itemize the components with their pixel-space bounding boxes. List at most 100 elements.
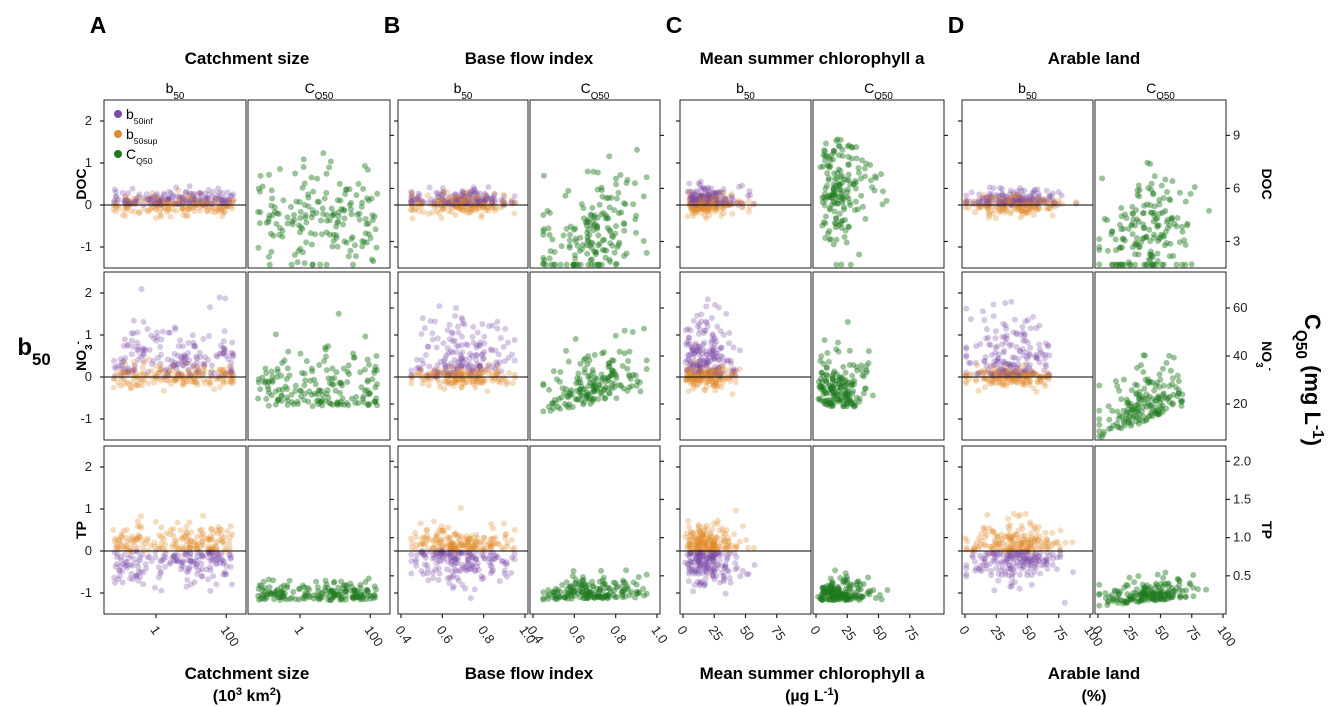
b50inf-point — [178, 355, 185, 362]
b50sup-point — [412, 534, 419, 541]
cq50-point — [343, 588, 350, 595]
cq50-point — [298, 370, 305, 377]
cq50-point — [637, 388, 644, 395]
b50inf-point — [155, 564, 162, 571]
b50inf-point — [217, 560, 224, 567]
b50inf-point — [228, 366, 235, 373]
b50inf-point — [194, 553, 201, 560]
b50inf-point — [205, 186, 212, 193]
cq50-point — [608, 194, 615, 201]
b50inf-point — [133, 195, 140, 202]
b50sup-point — [214, 547, 221, 554]
cq50-point — [846, 199, 853, 206]
cq50-point — [280, 197, 287, 204]
cq50-point — [326, 380, 333, 387]
text-span: 3 — [236, 686, 242, 698]
b50sup-point — [144, 207, 151, 214]
cq50-point — [575, 370, 582, 377]
b50sup-point — [484, 388, 491, 395]
b50sup-point — [702, 387, 709, 394]
b50sup-point — [186, 206, 193, 213]
b50sup-point — [201, 379, 208, 386]
cq50-point — [632, 229, 639, 236]
b50inf-point — [186, 554, 193, 561]
b50sup-point — [162, 547, 169, 554]
b50inf-point — [222, 346, 229, 353]
b50inf-point — [423, 352, 430, 359]
b50inf-point — [162, 554, 169, 561]
b50sup-point — [489, 377, 496, 384]
b50sup-point — [200, 371, 207, 378]
cq50-point — [301, 370, 308, 377]
b50inf-point — [139, 551, 146, 558]
b50sup-point — [194, 369, 201, 376]
cq50-point — [871, 187, 878, 194]
cq50-point — [272, 401, 279, 408]
b50inf-point — [132, 198, 139, 205]
b50inf-point — [181, 564, 188, 571]
b50inf-point — [191, 196, 198, 203]
text-span: 75 — [768, 623, 789, 643]
b50inf-point — [443, 352, 450, 359]
b50sup-point — [205, 535, 212, 542]
text-span: (µg L — [785, 688, 824, 705]
b50sup-point — [134, 535, 141, 542]
cq50-point — [849, 372, 856, 379]
b50inf-point — [220, 345, 227, 352]
group-letter: B — [384, 12, 401, 38]
b50inf-point — [226, 551, 233, 558]
b50sup-point — [461, 190, 468, 197]
b50inf-point — [121, 198, 128, 205]
cq50-point — [301, 201, 308, 208]
b50sup-point — [152, 215, 159, 222]
b50inf-point — [146, 346, 153, 353]
cq50-point — [621, 327, 628, 334]
cq50-point — [842, 585, 849, 592]
b50inf-point — [456, 198, 463, 205]
b50inf-point — [144, 196, 151, 203]
b50sup-point — [709, 540, 716, 547]
b50inf-point — [433, 344, 440, 351]
cq50-point — [843, 239, 850, 246]
cq50-point — [273, 374, 280, 381]
b50inf-point — [215, 195, 222, 202]
b50sup-point — [203, 535, 210, 542]
cq50-point — [325, 596, 332, 603]
b50sup-point — [445, 524, 452, 531]
b50sup-point — [208, 367, 215, 374]
b50sup-point — [441, 204, 448, 211]
b50inf-point — [435, 193, 442, 200]
b50sup-point — [161, 205, 168, 212]
b50sup-point — [158, 195, 165, 202]
cq50-point — [550, 368, 557, 375]
cq50-point — [358, 591, 365, 598]
cq50-point — [345, 402, 352, 409]
b50inf-point — [187, 581, 194, 588]
b50inf-point — [477, 199, 484, 206]
b50inf-point — [689, 346, 696, 353]
b50inf-point — [440, 197, 447, 204]
b50inf-point — [700, 185, 707, 192]
cq50-point — [351, 587, 358, 594]
cq50-point — [372, 398, 379, 405]
cq50-point — [330, 381, 337, 388]
cq50-point — [626, 384, 633, 391]
b50inf-point — [184, 569, 191, 576]
b50inf-point — [187, 558, 194, 565]
b50inf-point — [185, 198, 192, 205]
b50sup-point — [473, 194, 480, 201]
b50inf-point — [189, 363, 196, 370]
cq50-point — [322, 353, 329, 360]
cq50-point — [373, 367, 380, 374]
b50inf-point — [481, 333, 488, 340]
cq50-point — [283, 394, 290, 401]
b50inf-point — [188, 558, 195, 565]
b50sup-point — [458, 384, 465, 391]
cq50-point — [591, 378, 598, 385]
b50sup-point — [447, 194, 454, 201]
b50inf-point — [470, 198, 477, 205]
b50sup-point — [216, 537, 223, 544]
b50sup-point — [173, 544, 180, 551]
b50inf-point — [469, 333, 476, 340]
b50sup-point — [467, 535, 474, 542]
